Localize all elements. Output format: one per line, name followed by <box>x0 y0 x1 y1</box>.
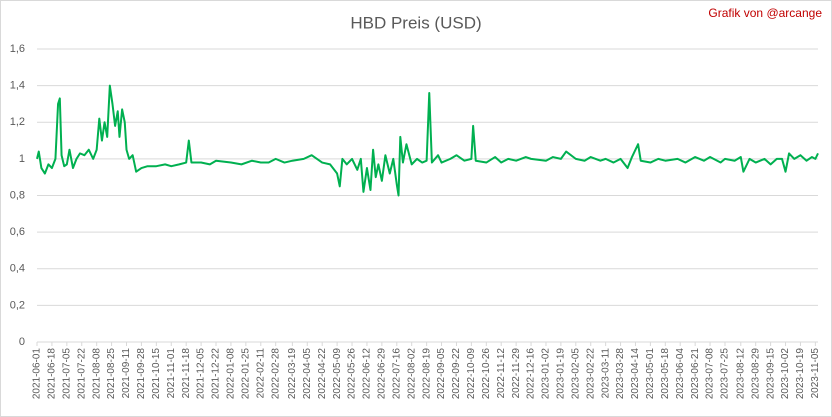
x-tick-label: 2023-05-01 <box>645 348 656 400</box>
x-tick-label: 2023-02-05 <box>570 348 581 400</box>
data-line <box>36 84 819 197</box>
x-tick-label: 2023-05-18 <box>660 348 671 400</box>
x-tick-label: 2022-02-28 <box>270 348 281 400</box>
x-tick-label: 2021-07-22 <box>76 348 87 400</box>
y-tick-label: 0 <box>19 336 25 348</box>
x-tick-label: 2022-09-05 <box>436 348 447 400</box>
x-tick-label: 2022-03-19 <box>287 348 298 400</box>
x-tick-label: 2021-11-01 <box>166 348 177 399</box>
x-tick-label: 2021-07-05 <box>61 348 72 400</box>
y-tick-label: 0,4 <box>10 263 25 275</box>
y-tick-label: 1 <box>19 153 25 165</box>
x-tick-label: 2023-08-12 <box>735 348 746 400</box>
x-tick-label: 2022-06-12 <box>362 348 373 400</box>
x-tick-label: 2022-11-12 <box>496 348 507 399</box>
x-tick-label: 2022-12-16 <box>526 348 537 400</box>
y-tick-label: 0,2 <box>10 299 25 311</box>
x-tick-label: 2023-06-04 <box>675 348 686 400</box>
x-tick-label: 2023-11-05 <box>810 348 821 399</box>
x-tick-label: 2021-09-28 <box>136 348 147 400</box>
x-tick-label: 2022-10-09 <box>466 348 477 400</box>
x-tick-label: 2022-05-26 <box>347 348 358 400</box>
x-tick-label: 2023-07-25 <box>720 348 731 400</box>
x-tick-label: 2021-08-25 <box>106 348 117 400</box>
x-tick-label: 2023-08-29 <box>750 348 761 400</box>
x-tick-label: 2021-10-15 <box>151 348 162 400</box>
x-tick-label: 2022-04-05 <box>302 348 313 400</box>
y-tick-label: 1,4 <box>10 80 25 92</box>
x-tick-label: 2022-10-26 <box>481 348 492 400</box>
x-tick-label: 2022-08-02 <box>406 348 417 400</box>
x-tick-label: 2023-01-19 <box>556 348 567 400</box>
x-tick-label: 2021-11-18 <box>181 348 192 399</box>
x-tick-label: 2023-10-19 <box>795 348 806 400</box>
x-tick-label: 2022-09-22 <box>451 348 462 400</box>
x-tick-label: 2023-07-08 <box>705 348 716 400</box>
x-tick-label: 2023-10-02 <box>780 348 791 400</box>
x-tick-label: 2023-03-11 <box>600 348 611 399</box>
x-tick-label: 2021-12-05 <box>196 348 207 400</box>
y-tick-label: 0,8 <box>10 189 25 201</box>
y-tick-label: 1,2 <box>10 116 25 128</box>
y-tick-label: 1,6 <box>10 43 25 55</box>
x-tick-label: 2022-01-08 <box>226 348 237 400</box>
x-tick-label: 2023-09-15 <box>765 348 776 400</box>
x-tick-label: 2021-08-08 <box>91 348 102 400</box>
x-tick-label: 2022-06-29 <box>377 348 388 400</box>
annotation: Grafik von @arcange <box>708 6 822 20</box>
x-tick-label: 2023-01-02 <box>541 348 552 400</box>
x-tick-label: 2022-01-25 <box>240 348 251 400</box>
x-tick-label: 2022-11-29 <box>511 348 522 399</box>
x-tick-label: 2021-06-01 <box>32 348 43 400</box>
x-tick-label: 2023-02-22 <box>585 348 596 400</box>
x-tick-label: 2022-04-22 <box>317 348 328 400</box>
x-tick-label: 2022-02-11 <box>255 348 266 399</box>
x-tick-label: 2023-03-28 <box>615 348 626 400</box>
x-tick-label: 2022-08-19 <box>421 348 432 400</box>
x-tick-label: 2022-05-09 <box>332 348 343 400</box>
x-tick-label: 2021-12-22 <box>211 348 222 400</box>
y-tick-label: 0,6 <box>10 226 25 238</box>
x-tick-label: 2023-04-14 <box>630 348 641 400</box>
x-tick-label: 2022-07-16 <box>391 348 402 400</box>
x-tick-label: 2021-09-11 <box>121 348 132 399</box>
x-tick-label: 2023-06-21 <box>690 348 701 400</box>
chart-title: HBD Preis (USD) <box>350 13 481 32</box>
x-tick-label: 2021-06-18 <box>47 348 58 400</box>
